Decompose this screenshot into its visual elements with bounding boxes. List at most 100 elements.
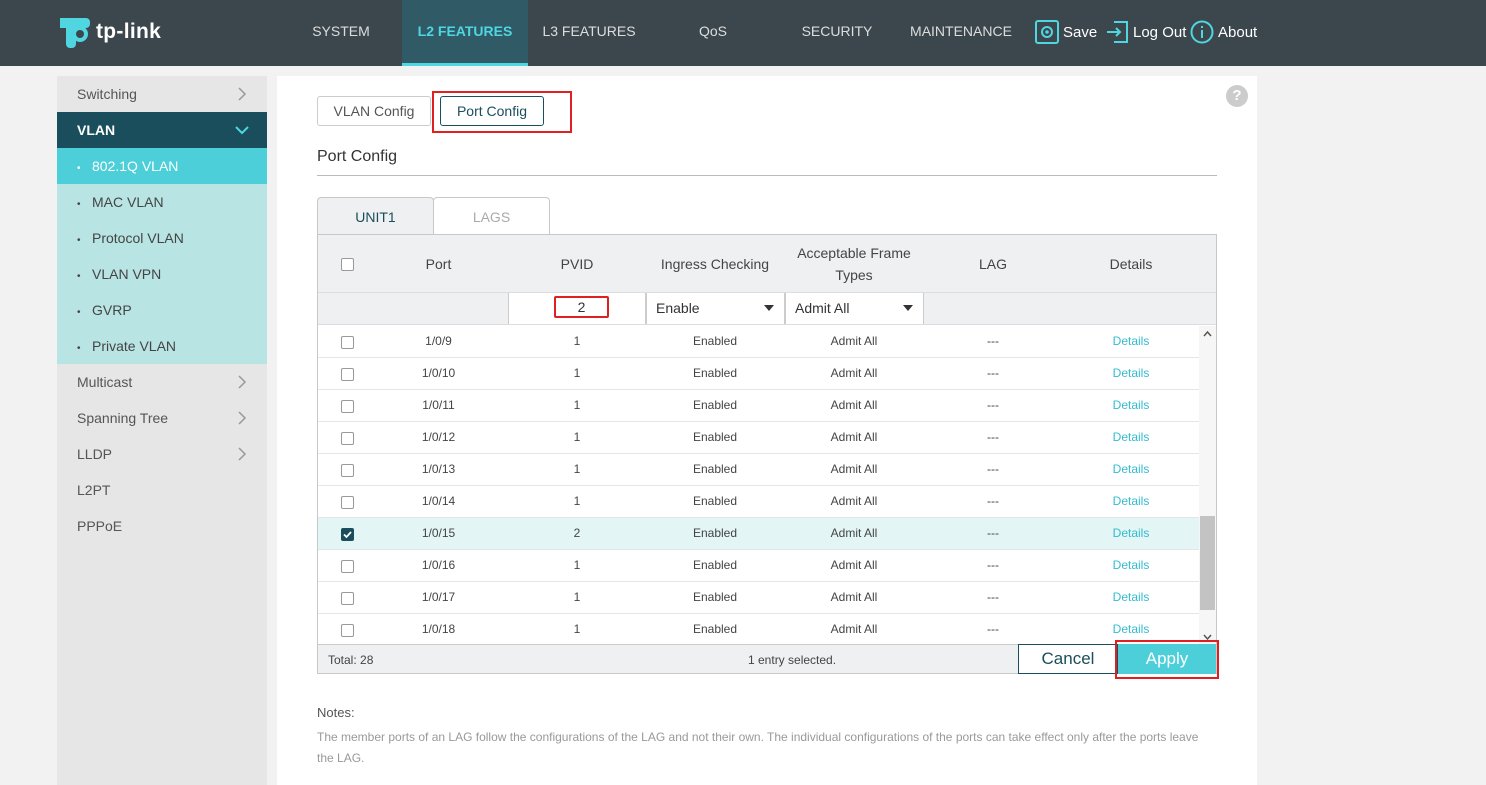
pvid-input[interactable]: 2 <box>554 296 609 318</box>
sidebar-item-vlan[interactable]: VLAN <box>57 112 267 148</box>
cell-ingress: Enabled <box>692 590 738 604</box>
details-link[interactable]: Details <box>1112 590 1150 604</box>
chevron-right-icon <box>238 447 247 461</box>
cell-details: Details <box>1062 518 1200 549</box>
cell-pvid: 1 <box>573 622 581 636</box>
details-link[interactable]: Details <box>1112 430 1150 444</box>
cell-ingress: Enabled <box>692 558 738 572</box>
tab-lags[interactable]: LAGS <box>433 197 550 235</box>
table-row[interactable]: 1/0/16 1 Enabled Admit All --- Details <box>318 550 1199 582</box>
sidebar-item-switching[interactable]: Switching <box>57 76 267 112</box>
nav-l2-features[interactable]: L2 FEATURES <box>402 0 528 66</box>
select-all-cell <box>318 235 376 293</box>
details-link[interactable]: Details <box>1112 526 1150 540</box>
chevron-right-icon <box>238 87 247 101</box>
cell-details: Details <box>1062 550 1200 581</box>
details-link[interactable]: Details <box>1112 462 1150 476</box>
row-checkbox[interactable] <box>340 560 354 574</box>
tab-port-config[interactable]: Port Config <box>440 96 544 126</box>
ingress-checking-select[interactable]: Enable <box>646 293 785 324</box>
row-checkbox-cell <box>318 550 376 581</box>
tab-vlan-config[interactable]: VLAN Config <box>317 96 431 126</box>
nav-security[interactable]: SECURITY <box>801 23 873 39</box>
sidebar-subitem-label: MAC VLAN <box>92 194 164 210</box>
sidebar-item-l2pt[interactable]: L2PT <box>57 472 267 508</box>
row-checkbox[interactable] <box>340 464 354 478</box>
cell-pvid: 1 <box>573 494 581 508</box>
tp-link-logo[interactable]: tp-link <box>56 14 161 50</box>
row-checkbox[interactable] <box>340 336 354 350</box>
cell-ingress: Enabled <box>692 430 738 444</box>
sidebar-subitem-gvrp[interactable]: • GVRP <box>57 292 267 328</box>
cell-port: 1/0/13 <box>421 462 456 476</box>
sidebar-subitem-8021q-vlan[interactable]: • 802.1Q VLAN <box>57 148 267 184</box>
help-icon[interactable]: ? <box>1226 85 1248 107</box>
sidebar-subitem-protocol-vlan[interactable]: • Protocol VLAN <box>57 220 267 256</box>
sidebar-item-spanning-tree[interactable]: Spanning Tree <box>57 400 267 436</box>
row-checkbox[interactable] <box>340 496 354 510</box>
bullet-icon: • <box>77 343 81 354</box>
apply-button[interactable]: Apply <box>1118 644 1216 674</box>
scroll-up-icon[interactable] <box>1203 330 1212 339</box>
sidebar-item-lldp[interactable]: LLDP <box>57 436 267 472</box>
row-checkbox[interactable] <box>340 400 354 414</box>
sidebar-subitem-private-vlan[interactable]: • Private VLAN <box>57 328 267 364</box>
sidebar-subitem-label: Protocol VLAN <box>92 230 184 246</box>
table-row[interactable]: 1/0/14 1 Enabled Admit All --- Details <box>318 486 1199 518</box>
brand-name: tp-link <box>96 20 162 43</box>
row-checkbox[interactable] <box>340 592 354 606</box>
table-row[interactable]: 1/0/15 2 Enabled Admit All --- Details <box>318 518 1199 550</box>
table-row[interactable]: 1/0/13 1 Enabled Admit All --- Details <box>318 454 1199 486</box>
nav-l3-features[interactable]: L3 FEATURES <box>542 23 636 39</box>
cell-port: 1/0/10 <box>421 366 456 380</box>
bullet-icon: • <box>77 163 81 174</box>
nav-qos[interactable]: QoS <box>698 23 727 39</box>
save-label: Save <box>1063 23 1098 41</box>
about-button[interactable]: About <box>1190 18 1257 46</box>
details-link[interactable]: Details <box>1112 558 1150 572</box>
cell-port: 1/0/12 <box>421 430 456 444</box>
row-checkbox[interactable] <box>340 368 354 382</box>
details-link[interactable]: Details <box>1112 494 1150 508</box>
scrollbar-thumb[interactable] <box>1200 516 1215 610</box>
cell-pvid: 1 <box>573 462 581 476</box>
logout-button[interactable]: Log Out <box>1105 18 1186 46</box>
details-link[interactable]: Details <box>1112 366 1150 380</box>
batch-edit-row: 2 Enable Admit All <box>318 293 1216 325</box>
sidebar-subitem-vlan-vpn[interactable]: • VLAN VPN <box>57 256 267 292</box>
save-gear-icon <box>1035 20 1059 44</box>
row-checkbox[interactable] <box>340 432 354 446</box>
about-label: About <box>1218 23 1258 41</box>
chevron-right-icon <box>238 375 247 389</box>
table-scrollbar[interactable] <box>1199 326 1216 644</box>
details-link[interactable]: Details <box>1112 622 1150 636</box>
sidebar-subitem-mac-vlan[interactable]: • MAC VLAN <box>57 184 267 220</box>
tab-unit1[interactable]: UNIT1 <box>317 197 434 235</box>
details-link[interactable]: Details <box>1112 398 1150 412</box>
table-row[interactable]: 1/0/11 1 Enabled Admit All --- Details <box>318 390 1199 422</box>
nav-maintenance[interactable]: MAINTENANCE <box>910 23 1012 39</box>
table-row[interactable]: 1/0/9 1 Enabled Admit All --- Details <box>318 326 1199 358</box>
port-config-table: Port PVID Ingress Checking Acceptable Fr… <box>317 234 1217 674</box>
bullet-icon: • <box>77 271 81 282</box>
select-all-checkbox[interactable] <box>340 257 354 271</box>
cell-ingress: Enabled <box>692 398 738 412</box>
row-checkbox[interactable] <box>340 624 354 638</box>
info-icon <box>1190 20 1214 44</box>
sidebar-item-pppoe[interactable]: PPPoE <box>57 508 267 544</box>
save-button[interactable]: Save <box>1035 18 1097 46</box>
cancel-button[interactable]: Cancel <box>1018 644 1118 674</box>
cell-details: Details <box>1062 358 1200 389</box>
details-link[interactable]: Details <box>1112 334 1150 348</box>
table-row[interactable]: 1/0/12 1 Enabled Admit All --- Details <box>318 422 1199 454</box>
row-checkbox[interactable] <box>340 528 354 542</box>
scroll-down-icon[interactable] <box>1203 632 1212 641</box>
table-row[interactable]: 1/0/17 1 Enabled Admit All --- Details <box>318 582 1199 614</box>
cell-frame: Admit All <box>830 558 878 572</box>
nav-system[interactable]: SYSTEM <box>312 23 370 39</box>
frame-types-select[interactable]: Admit All <box>785 293 924 324</box>
table-row[interactable]: 1/0/18 1 Enabled Admit All --- Details <box>318 614 1199 644</box>
table-row[interactable]: 1/0/10 1 Enabled Admit All --- Details <box>318 358 1199 390</box>
sidebar-item-multicast[interactable]: Multicast <box>57 364 267 400</box>
sidebar-item-label: LLDP <box>77 446 113 462</box>
